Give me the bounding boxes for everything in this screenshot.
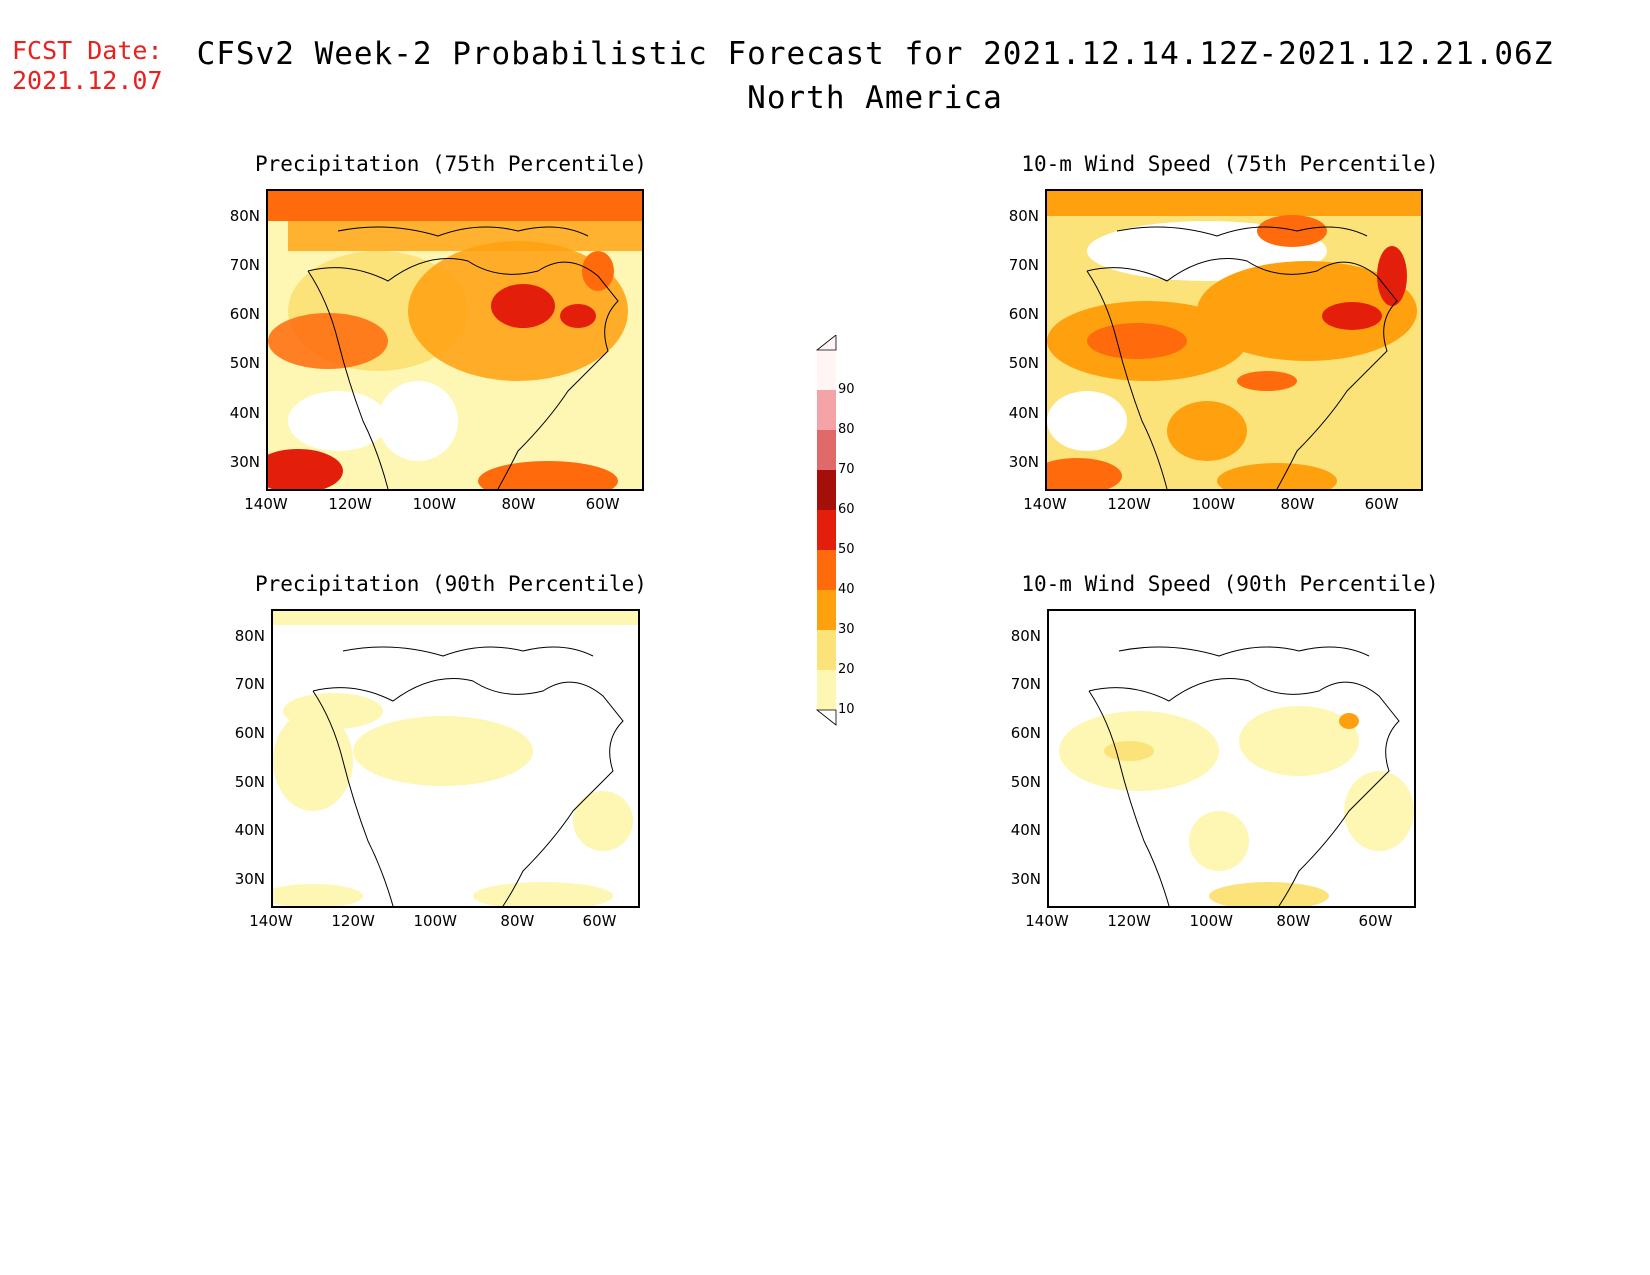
lon-label: 140W [1023, 495, 1067, 513]
lat-label: 50N [229, 354, 260, 373]
colorbar-level-label: 30 [838, 622, 855, 637]
lon-label: 80W [501, 495, 536, 513]
lon-label: 80W [1280, 495, 1315, 513]
lat-label: 50N [1010, 772, 1041, 791]
lon-label: 100W [1189, 912, 1233, 930]
lon-label: 100W [1191, 495, 1236, 513]
lat-label: 40N [234, 821, 265, 840]
forecast-date-label: FCST Date: [12, 36, 163, 65]
lat-label: 60N [234, 723, 265, 742]
colorbar-segment [817, 390, 836, 430]
title-line-2: North America [747, 80, 1003, 116]
colorbar-level-label: 90 [838, 382, 855, 397]
colorbar-level-label: 80 [838, 422, 855, 437]
colorbar-level-label: 10 [838, 702, 855, 717]
colorbar-level-label: 60 [838, 502, 855, 517]
lat-label: 40N [1010, 821, 1041, 840]
lat-label: 70N [1010, 675, 1041, 694]
colorbar-segment [817, 350, 836, 390]
map-wind75 [1045, 189, 1423, 491]
lon-label: 60W [585, 495, 620, 513]
lat-label: 80N [1010, 626, 1041, 645]
lon-label: 140W [249, 912, 293, 930]
map-field-wind75 [1047, 191, 1421, 489]
map-field-precip75 [268, 191, 642, 489]
forecast-date: FCST Date: 2021.12.07 [12, 36, 163, 96]
colorbar-segment [817, 430, 836, 470]
lat-label: 30N [234, 869, 265, 888]
colorbar-level-label: 50 [838, 542, 855, 557]
lon-label: 140W [244, 495, 288, 513]
colorbar-top-arrow [815, 335, 837, 351]
lat-label: 30N [1008, 452, 1039, 471]
forecast-date-value: 2021.12.07 [12, 66, 163, 95]
lat-label: 60N [229, 305, 260, 324]
colorbar-level-label: 40 [838, 582, 855, 597]
colorbar-segment [817, 550, 836, 590]
lat-label: 80N [229, 206, 260, 225]
lon-label: 80W [500, 912, 535, 930]
lon-label: 120W [1107, 912, 1151, 930]
colorbar [815, 335, 837, 726]
panel-title-wind75: 10-m Wind Speed (75th Percentile) [1021, 152, 1439, 176]
panel-title-wind90: 10-m Wind Speed (90th Percentile) [1021, 572, 1439, 596]
lon-label: 120W [331, 912, 375, 930]
lat-label: 80N [1008, 206, 1039, 225]
colorbar-bottom-arrow [815, 709, 837, 726]
lat-label: 60N [1010, 723, 1041, 742]
colorbar-segment [817, 510, 836, 550]
colorbar-segment [817, 670, 836, 710]
colorbar-segment [817, 630, 836, 670]
colorbar-level-label: 70 [838, 462, 855, 477]
map-precip75 [266, 189, 644, 491]
lon-label: 100W [413, 912, 457, 930]
lat-label: 60N [1008, 305, 1039, 324]
map-field-precip90 [273, 611, 638, 906]
colorbar-level-label: 20 [838, 662, 855, 677]
lat-label: 70N [229, 255, 260, 274]
title-line-1: CFSv2 Week-2 Probabilistic Forecast for … [196, 36, 1554, 72]
lon-label: 80W [1276, 912, 1311, 930]
lat-label: 50N [1008, 354, 1039, 373]
map-wind90 [1047, 609, 1416, 908]
lon-label: 60W [1364, 495, 1399, 513]
lat-label: 70N [234, 675, 265, 694]
lat-label: 30N [229, 452, 260, 471]
lon-label: 60W [582, 912, 617, 930]
map-precip90 [271, 609, 640, 908]
panel-title-precip90: Precipitation (90th Percentile) [255, 572, 647, 596]
figure-title: CFSv2 Week-2 Probabilistic Forecast for … [180, 32, 1570, 120]
lon-label: 100W [412, 495, 457, 513]
lat-label: 40N [229, 403, 260, 422]
lon-label: 60W [1358, 912, 1393, 930]
lat-label: 30N [1010, 869, 1041, 888]
lon-label: 120W [1107, 495, 1151, 513]
colorbar-segment [817, 590, 836, 630]
lat-label: 80N [234, 626, 265, 645]
map-field-wind90 [1049, 611, 1414, 906]
lon-label: 140W [1025, 912, 1069, 930]
lat-label: 40N [1008, 403, 1039, 422]
colorbar-segment [817, 470, 836, 510]
lon-label: 120W [328, 495, 372, 513]
panel-title-precip75: Precipitation (75th Percentile) [255, 152, 647, 176]
lat-label: 70N [1008, 255, 1039, 274]
lat-label: 50N [234, 772, 265, 791]
